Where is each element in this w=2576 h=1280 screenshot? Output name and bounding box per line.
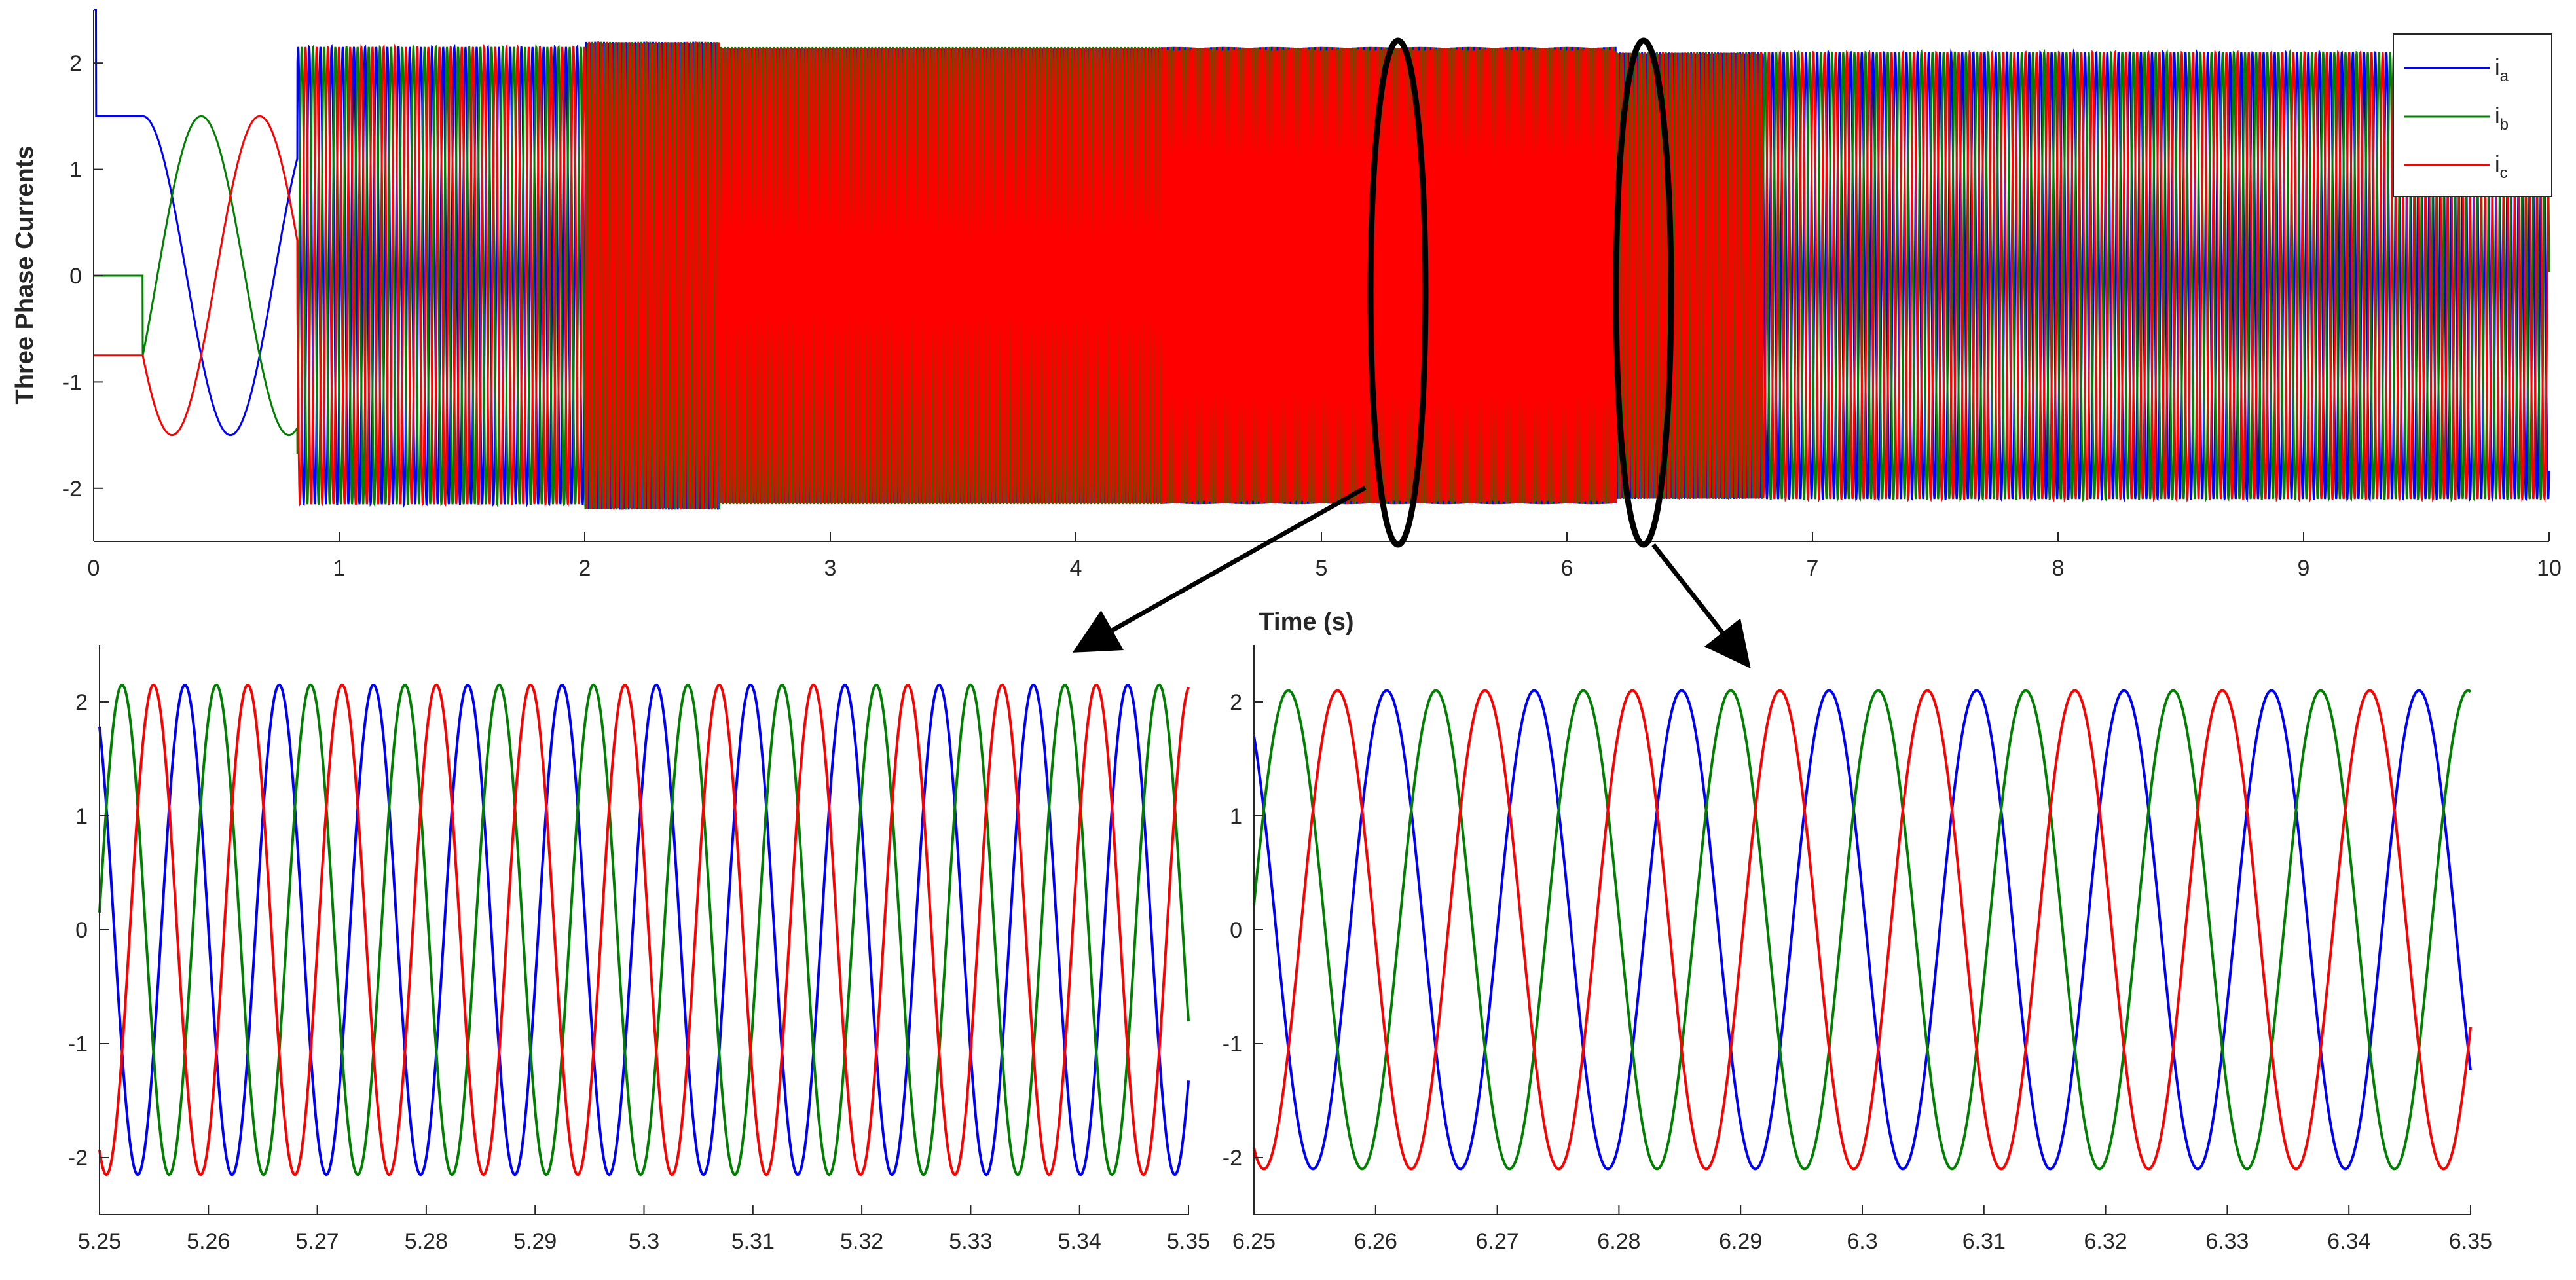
top-axes: 0 1 2 3 4 5 6 7 8 9 10 -2 -1 0 1 2 [62,10,2562,581]
zoom-left-y-tick-label: 2 [75,690,88,715]
zoom-left-x-tick-label: 5.27 [296,1229,339,1254]
top-y-tick-label: -1 [62,370,82,395]
zoom-left-y-tick-label: -2 [68,1146,88,1171]
zoom-right-axes: 6.25 6.26 6.27 6.28 6.29 6.3 6.31 6.32 6.33 6.34 6… [1223,645,2492,1254]
top-x-tick-label: 9 [2298,556,2310,581]
zoom-right-y-tick-label: -1 [1223,1032,1242,1057]
legend: ia ib ic [2393,33,2552,197]
zoom-right-y-tick-label: 2 [1230,690,1242,715]
zoom-chart-right: 6.25 6.26 6.27 6.28 6.29 6.3 6.31 6.32 6.33 6.34 6… [1223,645,2492,1254]
top-x-tick-label: 8 [2052,556,2065,581]
top-y-tick-label: -2 [62,477,82,502]
zoom-right-x-tick-label: 6.33 [2205,1229,2249,1254]
zoom-right-x-tick-label: 6.31 [1962,1229,2006,1254]
top-x-tick-label: 3 [824,556,837,581]
zoom-left-x-tick-label: 5.3 [629,1229,659,1254]
zoom-right-series-ic-line [1253,689,2472,1171]
zoom-right-y-tick-label: 0 [1230,918,1242,943]
top-y-tick-label: 1 [69,158,82,183]
zoom-right-curves [1253,689,2472,1171]
zoom-arrow-left [1072,485,1367,653]
zoom-left-series-ia-line [98,683,1190,1177]
zoom-callouts [1072,37,1751,669]
top-x-tick-label: 5 [1316,556,1328,581]
zoom-right-x-tick-label: 6.27 [1476,1229,1519,1254]
top-x-tick-label: 7 [1807,556,1819,581]
top-x-axis-label: Time (s) [1259,608,1353,636]
top-y-tick-label: 0 [69,264,82,289]
top-x-tick-label: 4 [1070,556,1082,581]
zoom-left-y-tick-label: -1 [68,1032,88,1057]
zoom-right-y-tick-label: 1 [1230,804,1242,829]
top-curves [94,9,2550,511]
zoom-right-x-tick-label: 6.35 [2449,1229,2492,1254]
top-y-tick-label: 2 [69,51,82,76]
zoom-left-x-tick-label: 5.25 [78,1229,121,1254]
zoom-right-x-tick-label: 6.28 [1597,1229,1640,1254]
zoom-left-x-tick-label: 5.28 [405,1229,448,1254]
zoom-region-ellipse-left [1367,37,1429,548]
zoom-right-series-ib-line [1253,689,2472,1171]
top-x-tick-label: 6 [1561,556,1573,581]
zoom-right-x-tick-label: 6.26 [1354,1229,1397,1254]
zoom-left-x-tick-label: 5.31 [731,1229,775,1254]
zoom-left-x-tick-label: 5.26 [187,1229,230,1254]
zoom-left-series-ic-line [98,683,1190,1177]
zoom-left-y-tick-label: 1 [75,804,88,829]
legend-box [2393,33,2552,197]
top-x-tick-label: 0 [88,556,100,581]
zoom-left-x-tick-label: 5.29 [513,1229,557,1254]
zoom-right-x-tick-label: 6.29 [1719,1229,1762,1254]
zoom-right-x-tick-label: 6.32 [2084,1229,2127,1254]
zoom-left-curves [98,683,1190,1177]
zoom-right-series-ia-line [1253,689,2472,1171]
zoom-right-x-tick-label: 6.25 [1232,1229,1276,1254]
zoom-arrow-right [1651,543,1751,669]
zoom-left-x-tick-label: 5.34 [1058,1229,1101,1254]
legend-label-ic: ic [2495,152,2508,182]
zoom-region-ellipse-right [1613,37,1674,548]
zoom-chart-left: 5.25 5.26 5.27 5.28 5.29 5.3 5.31 5.32 5.33 5.34 5… [68,645,1210,1254]
top-x-tick-label: 2 [579,556,591,581]
zoom-left-x-tick-label: 5.33 [949,1229,992,1254]
legend-label-ia: ia [2495,55,2509,85]
zoom-left-series-ib-line [98,683,1190,1177]
zoom-right-x-tick-label: 6.34 [2327,1229,2370,1254]
zoom-left-x-tick-label: 5.35 [1167,1229,1210,1254]
top-y-axis-label: Three Phase Currents [11,146,39,405]
zoom-left-x-tick-label: 5.32 [840,1229,883,1254]
top-series-ic-line [94,41,2550,510]
top-x-tick-label: 10 [2537,556,2562,581]
top-x-tick-label: 1 [333,556,346,581]
legend-label-ib: ib [2495,103,2509,134]
zoom-right-x-tick-label: 6.3 [1847,1229,1877,1254]
zoom-left-y-tick-label: 0 [75,918,88,943]
zoom-left-axes: 5.25 5.26 5.27 5.28 5.29 5.3 5.31 5.32 5.33 5.34 5… [68,645,1210,1254]
zoom-right-y-tick-label: -2 [1223,1146,1242,1171]
top-chart: 0 1 2 3 4 5 6 7 8 9 10 -2 -1 0 1 2 Three Phase Currents… [11,9,2562,636]
